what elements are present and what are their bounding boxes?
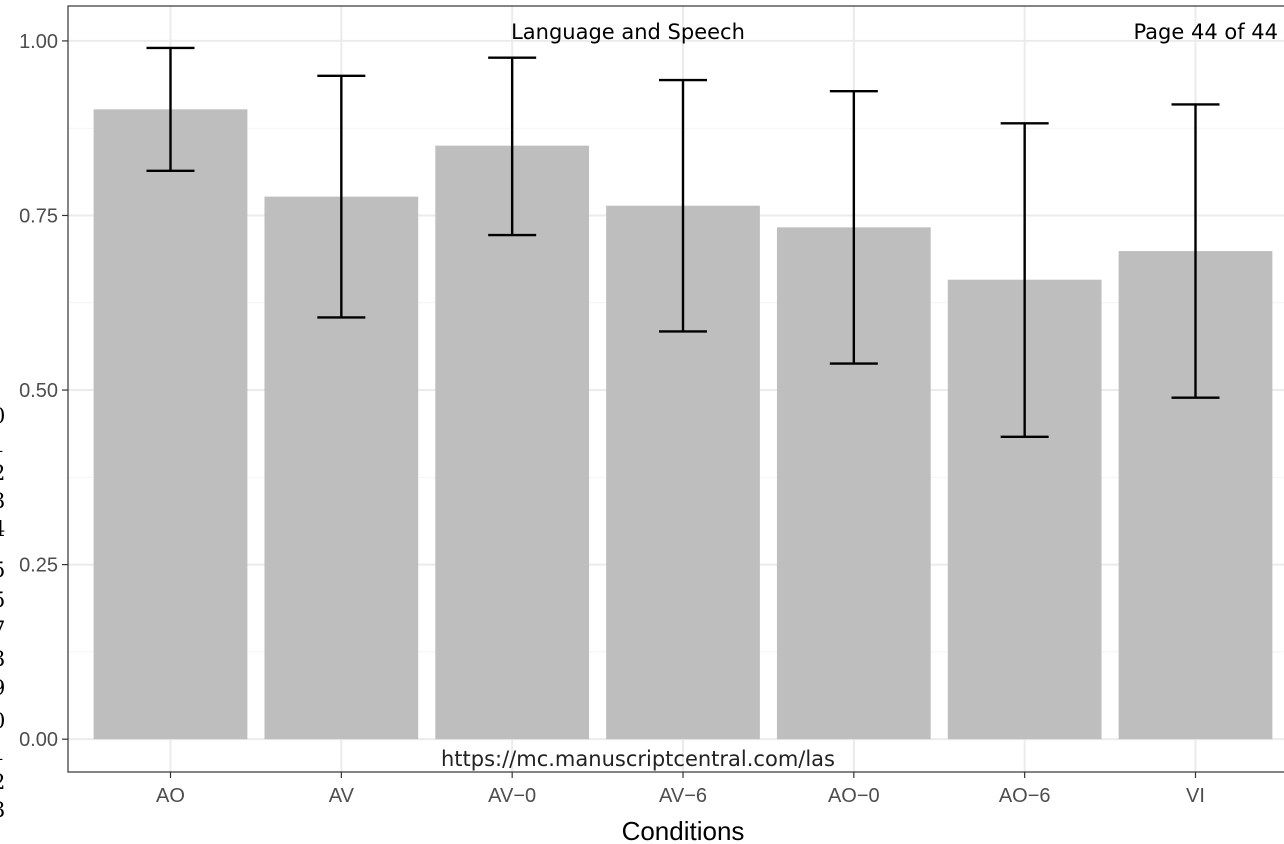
y-axis: 0.00 0.25 0.50 0.75 1.00	[19, 31, 68, 751]
margin-line-number: 1	[0, 433, 5, 457]
y-tick-label: 0.75	[19, 205, 58, 227]
y-tick-label: 1.00	[19, 31, 58, 53]
manuscript-url[interactable]: https://mc.manuscriptcentral.com/las	[440, 747, 835, 771]
margin-line-number: 3	[0, 798, 5, 822]
x-tick-label: VI	[1186, 785, 1205, 807]
bars	[93, 109, 1273, 740]
x-axis-title: Conditions	[622, 816, 745, 844]
x-tick-label: AV−6	[659, 785, 707, 807]
margin-line-number: 0	[0, 709, 5, 733]
journal-header: Language and Speech	[511, 20, 745, 44]
margin-line-number: 9	[0, 676, 5, 700]
margin-line-number: 1	[0, 741, 5, 765]
margin-line-number: 5	[0, 588, 5, 612]
error-bars	[146, 46, 1220, 439]
margin-line-number: 7	[0, 617, 5, 641]
margin-line-number: 5	[0, 558, 5, 582]
bar-2	[435, 145, 590, 740]
x-tick-label: AO−0	[828, 785, 880, 807]
page-number: Page 44 of 44	[1133, 20, 1278, 44]
margin-line-number: 3	[0, 647, 5, 671]
y-tick-label: 0.50	[19, 380, 58, 402]
margin-line-number: 4	[0, 517, 5, 541]
margin-line-number: 3	[0, 489, 5, 513]
bar-0	[93, 109, 248, 740]
x-axis: AO AV AV−0 AV−6 AO−0 AO−6 VI	[156, 772, 1205, 807]
x-tick-label: AO	[156, 785, 185, 807]
x-tick-label: AO−6	[999, 785, 1051, 807]
y-tick-label: 0.00	[19, 729, 58, 751]
x-tick-label: AV	[329, 785, 355, 807]
margin-line-number: 2	[0, 770, 5, 794]
x-tick-label: AV−0	[488, 785, 536, 807]
y-tick-label: 0.25	[19, 555, 58, 577]
margin-line-number: 2	[0, 461, 5, 485]
margin-line-number: 0	[0, 404, 5, 428]
